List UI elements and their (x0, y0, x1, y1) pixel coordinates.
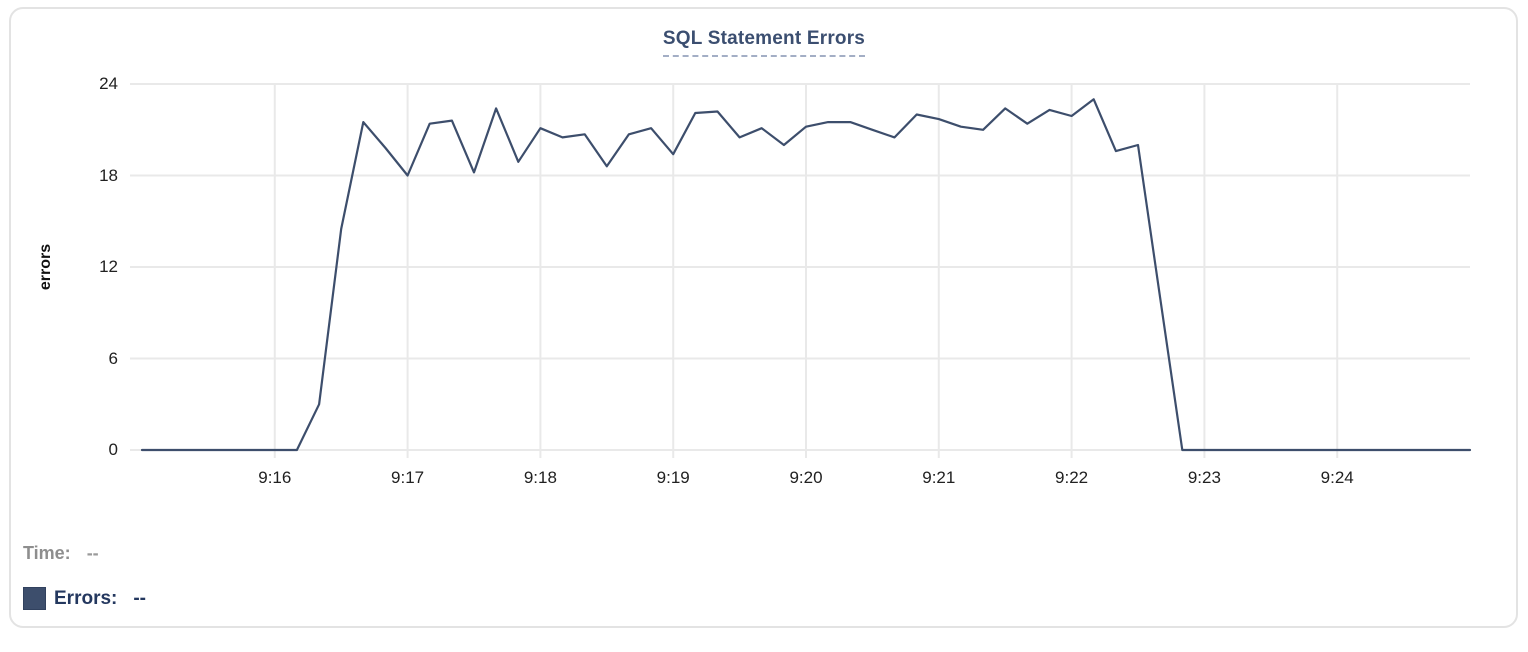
y-tick-label: 6 (108, 348, 118, 368)
legend-time-label: Time: (23, 543, 71, 563)
x-tick-label: 9:24 (1320, 468, 1354, 487)
legend-errors-label: Errors: (54, 587, 118, 609)
x-tick-label: 9:21 (922, 468, 956, 487)
x-tick-label: 9:19 (656, 468, 690, 487)
x-tick-label: 9:22 (1055, 468, 1089, 487)
y-tick-label: 12 (99, 257, 118, 276)
x-tick-label: 9:20 (789, 468, 823, 487)
x-tick-label: 9:18 (523, 468, 557, 487)
chart-card (9, 7, 1518, 628)
legend-errors-row: Errors: -- (23, 587, 146, 610)
chart-title-link[interactable]: SQL Statement Errors (662, 28, 866, 57)
errors-series-line[interactable] (140, 98, 1472, 452)
chart-title-row: SQL Statement Errors (0, 28, 1528, 57)
y-tick-label: 0 (108, 440, 118, 459)
y-tick-label: 18 (99, 165, 118, 185)
x-tick-label: 9:16 (258, 468, 292, 487)
errors-series-swatch-icon (23, 587, 46, 610)
legend-time-row: Time: -- (23, 543, 99, 564)
legend-errors-value: -- (133, 587, 147, 609)
y-tick-label: 24 (99, 74, 118, 93)
x-tick-label: 9:17 (391, 468, 425, 487)
legend-time-value: -- (86, 543, 99, 563)
x-tick-label: 9:23 (1187, 468, 1221, 487)
